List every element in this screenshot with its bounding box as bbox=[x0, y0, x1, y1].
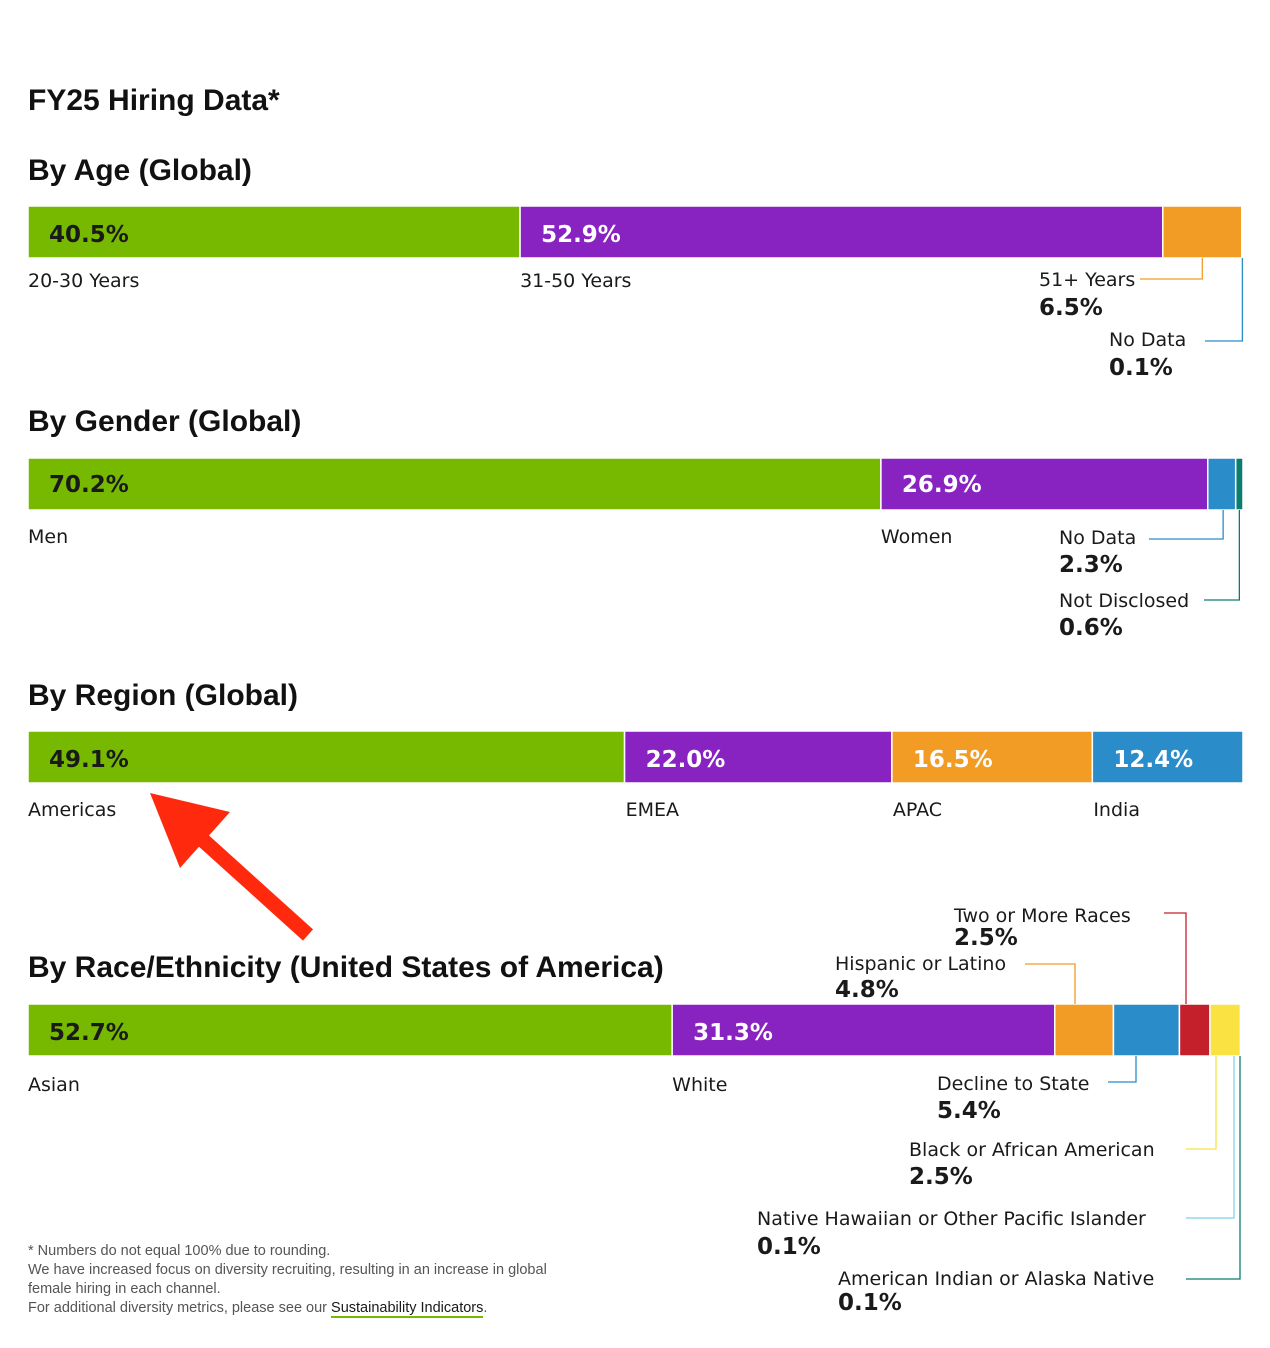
category-label-black-or-african-american: Black or African American bbox=[909, 1139, 1155, 1161]
category-label-india: India bbox=[1093, 799, 1140, 821]
leader-line-age-no-data bbox=[1205, 258, 1244, 342]
leader-line-american-indian bbox=[1186, 1056, 1241, 1280]
data-label-31-50-years: 52.9% bbox=[541, 222, 621, 248]
bar-segment-31-50-years bbox=[519, 205, 1164, 259]
footnote-prefix: For additional diversity metrics, please… bbox=[28, 1300, 327, 1316]
category-label-51-plus-years: 51+ Years bbox=[1039, 269, 1135, 291]
leader-line-gender-no-data bbox=[1149, 510, 1224, 540]
bar-segment-women bbox=[880, 457, 1209, 511]
category-label-not-disclosed: Not Disclosed bbox=[1059, 590, 1189, 612]
bar-segment-india bbox=[1091, 730, 1244, 784]
data-label-not-disclosed: 0.6% bbox=[1059, 615, 1123, 641]
data-label-apac: 16.5% bbox=[913, 747, 993, 773]
section-title-by-age-global: By Age (Global) bbox=[28, 154, 252, 187]
bar-segment-men bbox=[27, 457, 882, 511]
category-label-women: Women bbox=[881, 526, 953, 548]
category-label-native-hawaiian: Native Hawaiian or Other Pacific Islande… bbox=[757, 1208, 1146, 1230]
category-label-31-50-years: 31-50 Years bbox=[520, 270, 631, 292]
data-label-20-30-years: 40.5% bbox=[49, 222, 129, 248]
category-label-american-indian: American Indian or Alaska Native bbox=[838, 1268, 1154, 1290]
bar-segment-hispanic-or-latino bbox=[1054, 1003, 1115, 1057]
section-title-by-race-ethnicity-united-states-of-america: By Race/Ethnicity (United States of Amer… bbox=[28, 951, 664, 984]
category-label-emea: EMEA bbox=[626, 799, 679, 821]
leader-line-51-plus bbox=[1140, 258, 1203, 280]
data-label-black-or-african-american: 2.5% bbox=[909, 1164, 973, 1190]
leader-line-native-hawaiian bbox=[1186, 1056, 1235, 1219]
category-label-men: Men bbox=[28, 526, 68, 548]
bar-segment-emea bbox=[623, 730, 893, 784]
leader-line-not-disclosed bbox=[1204, 510, 1241, 601]
bar-segment-white bbox=[671, 1003, 1056, 1057]
data-label-gender-no-data: 2.3% bbox=[1059, 552, 1123, 578]
data-label-american-indian: 0.1% bbox=[838, 1290, 902, 1316]
leader-line-two-or-more-races bbox=[1164, 912, 1187, 1004]
leader-line-hispanic-or-latino bbox=[1025, 963, 1076, 1004]
category-label-americas: Americas bbox=[28, 799, 116, 821]
bar-segment-apac bbox=[891, 730, 1094, 784]
page-title: FY25 Hiring Data* bbox=[28, 84, 280, 117]
bar-segment-americas bbox=[27, 730, 626, 784]
bar-segment-american-indian-or-alaska-native bbox=[1241, 1003, 1244, 1057]
footnotes: * Numbers do not equal 100% due to round… bbox=[28, 1242, 588, 1318]
category-label-asian: Asian bbox=[28, 1074, 80, 1096]
category-label-decline-to-state: Decline to State bbox=[937, 1073, 1090, 1095]
annotation-arrow bbox=[150, 793, 314, 941]
section-title-by-region-global: By Region (Global) bbox=[28, 679, 298, 712]
data-label-women: 26.9% bbox=[902, 472, 982, 498]
data-label-native-hawaiian: 0.1% bbox=[757, 1234, 821, 1260]
data-label-india: 12.4% bbox=[1113, 747, 1193, 773]
data-label-asian: 52.7% bbox=[49, 1020, 129, 1046]
bar-segment-two-or-more-races bbox=[1178, 1003, 1211, 1057]
category-label-20-30-years: 20-30 Years bbox=[28, 270, 139, 292]
leader-line-black-or-african-american bbox=[1186, 1056, 1217, 1150]
bar-segment-black-or-african-american bbox=[1209, 1003, 1242, 1057]
data-label-men: 70.2% bbox=[49, 472, 129, 498]
footnote-more-metrics: For additional diversity metrics, please… bbox=[28, 1299, 588, 1318]
category-label-two-or-more-races: Two or More Races bbox=[953, 905, 1131, 927]
section-title-by-gender-global: By Gender (Global) bbox=[28, 405, 301, 438]
data-label-white: 31.3% bbox=[693, 1020, 773, 1046]
data-label-age-no-data: 0.1% bbox=[1109, 355, 1173, 381]
category-label-hispanic-or-latino: Hispanic or Latino bbox=[835, 953, 1006, 975]
data-label-hispanic-or-latino: 4.8% bbox=[835, 977, 899, 1003]
footnote-diversity: We have increased focus on diversity rec… bbox=[28, 1262, 547, 1297]
category-label-age-no-data: No Data bbox=[1109, 329, 1186, 351]
leader-line-decline-to-state bbox=[1108, 1056, 1137, 1083]
bar-segment-51-years bbox=[1162, 205, 1243, 259]
footnote-rounding: * Numbers do not equal 100% due to round… bbox=[28, 1243, 331, 1259]
bar-segment-20-30-years bbox=[27, 205, 521, 259]
bar-segment-no-data bbox=[1241, 205, 1244, 259]
data-label-51-plus-years: 6.5% bbox=[1039, 295, 1103, 321]
data-label-two-or-more-races: 2.5% bbox=[954, 925, 1018, 951]
bar-segment-not-disclosed bbox=[1234, 457, 1244, 511]
data-label-emea: 22.0% bbox=[646, 747, 726, 773]
category-label-white: White bbox=[672, 1074, 727, 1096]
sustainability-indicators-link[interactable]: Sustainability Indicators bbox=[331, 1300, 484, 1318]
category-label-apac: APAC bbox=[893, 799, 942, 821]
category-label-gender-no-data: No Data bbox=[1059, 527, 1136, 549]
data-label-decline-to-state: 5.4% bbox=[937, 1098, 1001, 1124]
bar-segment-no-data bbox=[1207, 457, 1237, 511]
data-label-americas: 49.1% bbox=[49, 747, 129, 773]
footnote-suffix: . bbox=[483, 1300, 488, 1316]
bar-segment-decline-to-state bbox=[1112, 1003, 1181, 1057]
